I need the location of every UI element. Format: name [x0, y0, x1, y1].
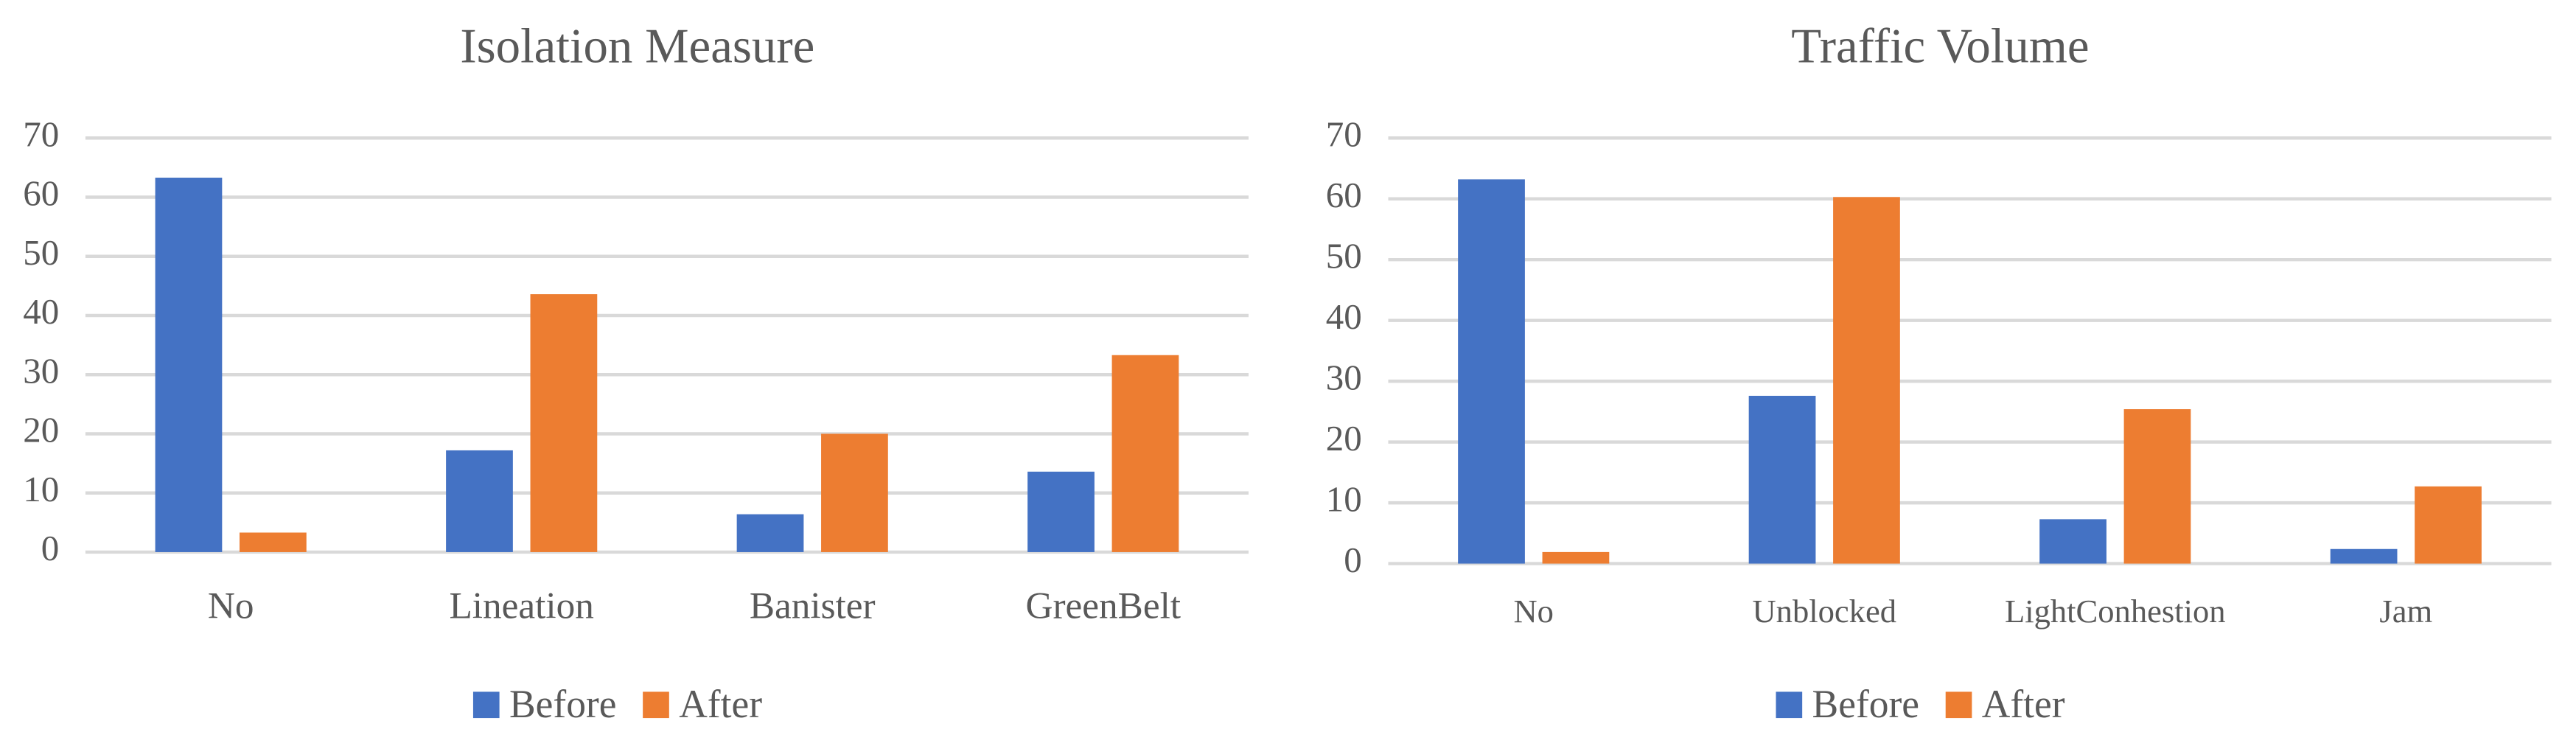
- x-tick-label: Banister: [750, 585, 876, 627]
- bar: [2415, 486, 2482, 564]
- y-tick-label: 70: [23, 114, 59, 155]
- bar: [1458, 179, 1525, 564]
- y-tick-label: 0: [41, 528, 60, 568]
- y-tick-label: 20: [23, 410, 59, 450]
- chart-title: Traffic Volume: [1791, 18, 2089, 73]
- y-tick-label: 60: [1326, 175, 1362, 215]
- bar: [530, 294, 598, 552]
- y-tick-label: 70: [1326, 114, 1362, 155]
- y-tick-label: 10: [1326, 478, 1362, 519]
- x-tick-label: Unblocked: [1752, 593, 1896, 630]
- bar: [2039, 519, 2106, 564]
- y-tick-label: 10: [23, 469, 59, 509]
- legend-swatch: [472, 691, 500, 719]
- bar: [155, 178, 223, 552]
- bar: [821, 433, 888, 552]
- y-tick-label: 50: [1326, 235, 1362, 276]
- legend-label: Before: [1812, 682, 1920, 726]
- legend-label: After: [1982, 682, 2065, 726]
- legend-label: After: [679, 682, 762, 726]
- bar: [1027, 471, 1095, 552]
- y-tick-label: 50: [23, 232, 59, 273]
- chart-title: Isolation Measure: [460, 18, 814, 73]
- y-tick-label: 0: [1344, 540, 1362, 580]
- y-tick-label: 20: [1326, 418, 1362, 459]
- y-tick-label: 40: [23, 291, 59, 332]
- legend-swatch: [1776, 691, 1803, 719]
- bar: [1542, 551, 1610, 564]
- legend-swatch: [643, 691, 669, 719]
- bar: [2330, 548, 2398, 564]
- legend-swatch: [1945, 691, 1972, 719]
- legend-label: Before: [509, 682, 617, 726]
- bar: [736, 514, 804, 552]
- bar: [446, 450, 513, 552]
- bar: [1111, 355, 1179, 552]
- x-tick-label: Lineation: [449, 585, 593, 627]
- y-tick-label: 60: [23, 173, 59, 214]
- y-tick-label: 30: [1326, 357, 1362, 397]
- x-tick-label: Jam: [2379, 593, 2432, 630]
- bar: [240, 532, 307, 552]
- x-tick-label: GreenBelt: [1025, 585, 1181, 627]
- bar: [1748, 395, 1816, 564]
- y-tick-label: 30: [23, 350, 59, 391]
- x-tick-label: No: [208, 585, 254, 627]
- x-tick-label: LightConhestion: [2005, 593, 2226, 630]
- bar: [2123, 409, 2191, 564]
- y-tick-label: 40: [1326, 296, 1362, 337]
- bar: [1833, 197, 1900, 564]
- x-tick-label: No: [1513, 593, 1553, 630]
